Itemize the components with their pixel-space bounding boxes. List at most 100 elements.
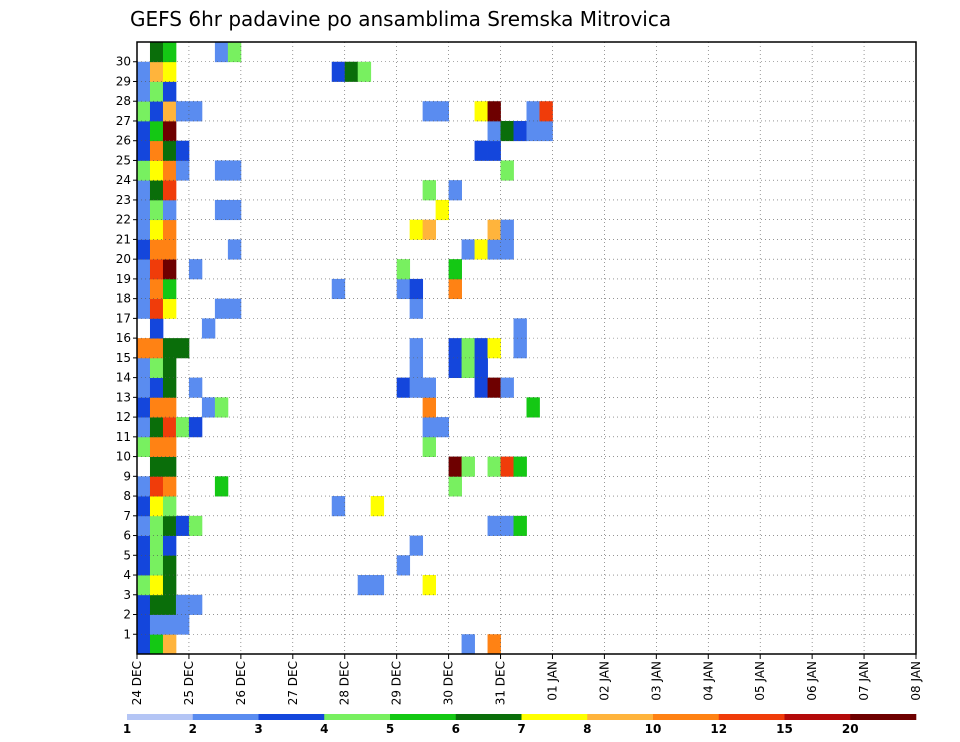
colorbar-swatch [587,714,654,720]
heatmap-cell [162,417,177,438]
heatmap-cell [162,456,177,477]
heatmap-cell [149,377,164,398]
colorbar-label: 12 [710,722,727,736]
heatmap-cell [149,575,164,596]
heatmap-cell [188,101,203,122]
heatmap-cell [214,476,229,497]
heatmap-cell [175,140,190,161]
heatmap-cell [448,338,462,359]
heatmap-cell [137,278,151,300]
heatmap-cell [162,555,177,576]
colorbar-label: 20 [842,722,859,736]
heatmap-cell [149,180,164,201]
heatmap-cell [162,219,177,240]
heatmap-cell [409,219,424,240]
heatmap-cell [137,101,151,122]
colorbar-label: 2 [189,722,197,736]
heatmap-cell [214,42,229,63]
heatmap-cell [188,515,203,536]
heatmap-cell [500,160,514,181]
y-tick-label: 14 [116,371,131,385]
heatmap-cell [474,140,488,161]
y-tick-label: 30 [116,55,131,69]
heatmap-cell [201,397,216,418]
heatmap-cell [162,239,177,260]
heatmap-cell [409,535,424,556]
colorbar-label: 4 [320,722,328,736]
heatmap-cell [188,417,203,438]
y-tick-label: 23 [116,193,131,207]
heatmap-cell [149,61,164,82]
heatmap-cell [487,634,501,655]
heatmap-cell [214,397,229,418]
colorbar: 1 2 3 4 5 6 7 8 10 12 15 20 [123,714,917,736]
heatmap-cell [487,219,501,240]
heatmap-cell [175,594,190,615]
colorbar-swatch [718,714,785,720]
y-tick-label: 4 [123,568,131,582]
heatmap-cell [149,101,164,122]
heatmap-cell [461,357,475,379]
heatmap-cell [539,101,553,122]
heatmap-cell [149,42,164,63]
y-tick-label: 1 [123,627,131,641]
heatmap-cell [500,120,514,142]
heatmap-cell [162,397,177,418]
heatmap-cell [214,199,229,221]
heatmap-cell [149,318,164,339]
y-tick-label: 3 [123,588,131,602]
heatmap-cell [162,476,177,497]
heatmap-cell [422,180,437,201]
heatmap-cell [162,357,177,379]
heatmap-cell [162,199,177,221]
heatmap-cell [188,377,203,398]
heatmap-cells [137,42,553,655]
heatmap-cell [422,436,437,457]
heatmap-cell [409,278,424,300]
heatmap-cell [149,120,164,142]
heatmap-cell [448,278,462,300]
heatmap-cell [474,338,488,359]
colorbar-swatch [127,714,194,720]
heatmap-cell [137,476,151,497]
heatmap-cell [487,140,501,161]
heatmap-cell [137,338,151,359]
heatmap-cell [149,160,164,181]
heatmap-cell [137,535,151,556]
heatmap-cell [422,575,437,596]
heatmap-cell [162,140,177,161]
heatmap-cell [162,180,177,201]
heatmap-cell [487,239,501,260]
heatmap-cell [448,456,462,477]
heatmap-cell [162,278,177,300]
heatmap-cell [137,397,151,418]
heatmap-cell [137,140,151,161]
heatmap-cell [344,61,359,82]
heatmap-cell [513,120,527,142]
heatmap-cell [409,338,424,359]
heatmap-cell [188,594,203,615]
y-tick-label: 6 [123,529,131,543]
x-tick-label: 26 DEC [234,661,248,705]
heatmap-cell [149,456,164,477]
chart-title: GEFS 6hr padavine po ansamblima Sremska … [130,7,671,31]
heatmap-cell [435,199,449,221]
heatmap-cell [149,239,164,260]
heatmap-cell [474,239,488,260]
heatmap-cell [175,160,190,181]
colorbar-label: 10 [645,722,662,736]
x-tick-label: 24 DEC [130,661,144,705]
x-tick-label: 05 JAN [753,661,767,701]
x-tick-label: 27 DEC [286,661,300,705]
heatmap-cell [357,575,372,596]
x-tick-label: 25 DEC [182,661,196,705]
heatmap-cell [149,496,164,517]
heatmap-cell [422,417,437,438]
heatmap-cell [500,377,514,398]
heatmap-cell [149,594,164,615]
heatmap-cell [500,456,514,477]
x-tick-label: 30 DEC [442,661,456,705]
colorbar-swatch [784,714,851,720]
heatmap-cell [175,417,190,438]
y-tick-label: 17 [116,311,131,325]
